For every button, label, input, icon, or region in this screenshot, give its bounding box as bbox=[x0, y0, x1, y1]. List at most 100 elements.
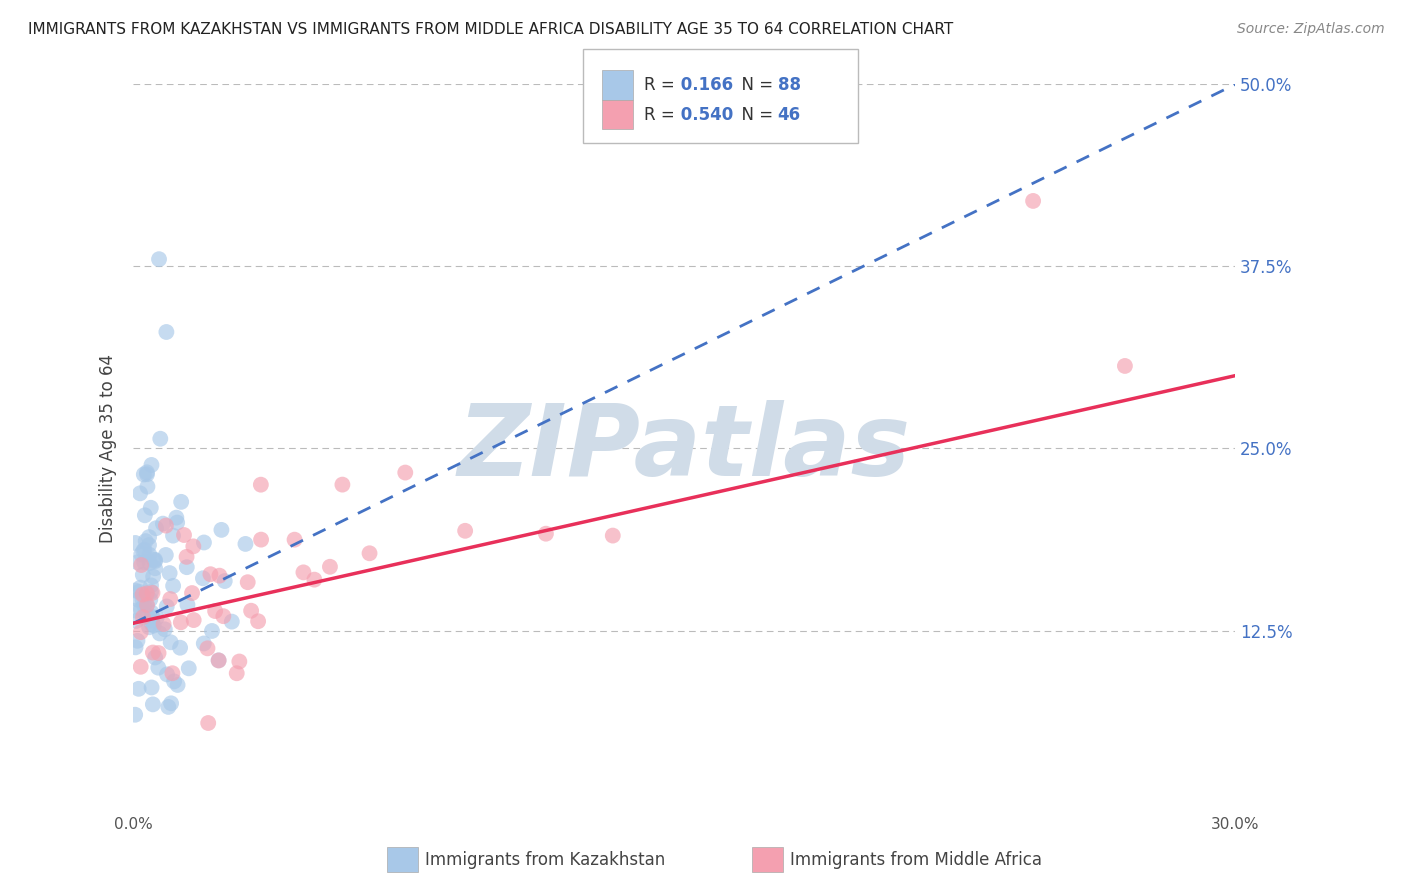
Point bbox=[193, 535, 215, 549]
Point bbox=[142, 569, 165, 583]
Point bbox=[148, 646, 170, 660]
Point bbox=[209, 523, 232, 537]
Point bbox=[138, 556, 160, 570]
Point bbox=[394, 466, 416, 480]
Point bbox=[153, 622, 176, 636]
Point bbox=[141, 458, 163, 472]
Point bbox=[155, 548, 177, 562]
Point bbox=[127, 592, 149, 607]
Point bbox=[141, 610, 163, 624]
Point bbox=[136, 467, 159, 482]
Point bbox=[134, 542, 156, 557]
Point bbox=[359, 546, 381, 560]
Point bbox=[602, 528, 624, 542]
Point bbox=[208, 653, 231, 667]
Point bbox=[124, 536, 146, 550]
Point bbox=[160, 696, 183, 710]
Point bbox=[124, 603, 146, 617]
Point bbox=[1022, 194, 1045, 208]
Point bbox=[148, 252, 170, 267]
Point bbox=[284, 533, 307, 547]
Point bbox=[159, 566, 181, 580]
Point bbox=[127, 555, 149, 569]
Text: 88: 88 bbox=[778, 76, 800, 95]
Point bbox=[155, 518, 177, 533]
Point bbox=[149, 626, 172, 640]
Text: 0.166: 0.166 bbox=[675, 76, 733, 95]
Point bbox=[177, 661, 200, 675]
Text: Source: ZipAtlas.com: Source: ZipAtlas.com bbox=[1237, 22, 1385, 37]
Point bbox=[143, 554, 166, 568]
Point bbox=[304, 573, 326, 587]
Point bbox=[1114, 359, 1136, 373]
Point bbox=[193, 636, 215, 650]
Point bbox=[141, 681, 163, 695]
Point bbox=[145, 521, 167, 535]
Point bbox=[149, 432, 172, 446]
Point bbox=[319, 559, 342, 574]
Point bbox=[197, 716, 219, 731]
Point bbox=[142, 698, 165, 712]
Text: N =: N = bbox=[731, 76, 779, 95]
Point bbox=[139, 578, 162, 592]
Point bbox=[228, 655, 250, 669]
Point bbox=[235, 537, 257, 551]
Point bbox=[134, 508, 156, 523]
Point bbox=[138, 530, 160, 544]
Point bbox=[157, 699, 180, 714]
Point bbox=[204, 604, 226, 618]
Point bbox=[135, 599, 157, 613]
Point bbox=[159, 635, 181, 649]
Y-axis label: Disability Age 35 to 64: Disability Age 35 to 64 bbox=[100, 354, 117, 543]
Point bbox=[132, 544, 155, 558]
Point bbox=[156, 599, 179, 614]
Point bbox=[132, 567, 155, 582]
Point bbox=[141, 606, 163, 620]
Point bbox=[127, 633, 149, 648]
Text: IMMIGRANTS FROM KAZAKHSTAN VS IMMIGRANTS FROM MIDDLE AFRICA DISABILITY AGE 35 TO: IMMIGRANTS FROM KAZAKHSTAN VS IMMIGRANTS… bbox=[28, 22, 953, 37]
Point bbox=[125, 614, 148, 628]
Point bbox=[166, 678, 188, 692]
Point bbox=[141, 586, 163, 600]
Point bbox=[173, 528, 195, 542]
Point bbox=[183, 613, 205, 627]
Point bbox=[135, 607, 157, 622]
Point bbox=[138, 538, 160, 552]
Point bbox=[212, 609, 235, 624]
Point bbox=[129, 558, 152, 572]
Point bbox=[155, 325, 177, 339]
Point bbox=[162, 666, 184, 681]
Point bbox=[166, 516, 188, 530]
Point bbox=[162, 528, 184, 542]
Point bbox=[165, 510, 187, 524]
Point bbox=[332, 477, 354, 491]
Point bbox=[197, 641, 219, 656]
Point bbox=[132, 467, 155, 482]
Point bbox=[129, 581, 152, 595]
Text: Immigrants from Middle Africa: Immigrants from Middle Africa bbox=[790, 851, 1042, 869]
Point bbox=[225, 666, 247, 681]
Point bbox=[132, 610, 155, 624]
Point bbox=[250, 477, 273, 491]
Point bbox=[176, 560, 198, 574]
Text: 0.540: 0.540 bbox=[675, 105, 733, 124]
Point bbox=[145, 611, 167, 625]
Point bbox=[128, 584, 150, 599]
Text: 46: 46 bbox=[778, 105, 800, 124]
Point bbox=[129, 660, 152, 674]
Point bbox=[143, 553, 166, 567]
Point bbox=[247, 614, 270, 628]
Point bbox=[139, 592, 162, 607]
Point bbox=[143, 650, 166, 665]
Point bbox=[129, 486, 152, 500]
Point bbox=[201, 624, 224, 638]
Point bbox=[135, 534, 157, 549]
Point bbox=[129, 547, 152, 561]
Point bbox=[534, 526, 557, 541]
Point bbox=[128, 681, 150, 696]
Point bbox=[135, 465, 157, 479]
Point bbox=[138, 620, 160, 634]
Point bbox=[136, 480, 159, 494]
Point bbox=[176, 598, 198, 612]
Point bbox=[142, 646, 165, 660]
